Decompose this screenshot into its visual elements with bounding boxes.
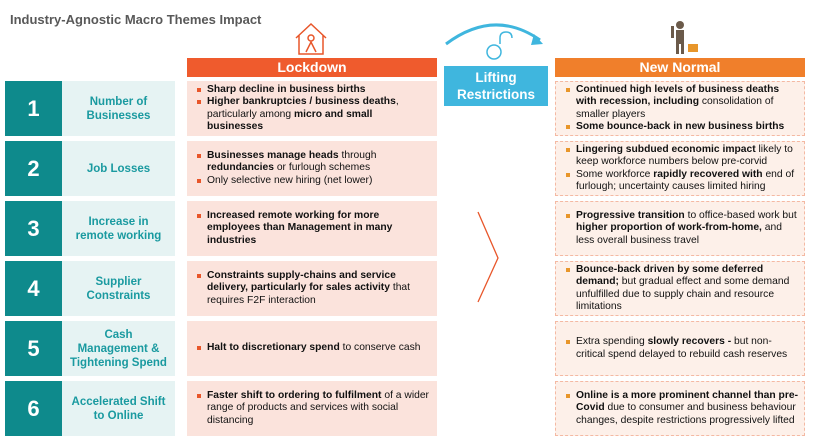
bullet: Progressive transition to office-based w… xyxy=(564,210,798,248)
text-segment: Bounce-back driven by some deferred dema… xyxy=(576,263,764,288)
lockdown-cell: Increased remote working for more employ… xyxy=(187,201,437,256)
text-segment: or furlough schemes xyxy=(273,162,371,174)
row-number: 2 xyxy=(5,141,62,196)
text-segment: Extra spending xyxy=(576,336,648,347)
bullet: Bounce-back driven by some deferred dema… xyxy=(564,264,798,314)
bullet: Online is a more prominent channel than … xyxy=(564,390,798,428)
transition-box: Lifting Restrictions xyxy=(444,66,548,106)
row-number: 5 xyxy=(5,321,62,376)
new-normal-header: New Normal xyxy=(555,58,805,77)
lockdown-header: Lockdown xyxy=(187,58,437,77)
text-segment: to office-based work but xyxy=(684,209,797,221)
arc-arrow xyxy=(445,23,541,46)
bullet: Extra spending slowly recovers - but non… xyxy=(564,336,798,361)
text-segment: , particularly among xyxy=(207,96,399,120)
text-segment: but gradual effect and some demand unful… xyxy=(576,276,790,312)
bullet: Lingering subdued economic impact likely… xyxy=(564,144,798,169)
text-segment: Increased remote working for more employ… xyxy=(207,209,393,246)
text-segment: Some bounce-back in new business births xyxy=(576,121,785,132)
row-number: 3 xyxy=(5,201,62,256)
text-segment: Higher bankruptcies / business deaths xyxy=(207,96,396,107)
row-number: 1 xyxy=(5,81,62,136)
text-segment: Lingering subdued economic impact xyxy=(576,143,756,155)
text-segment: slowly recovers - xyxy=(647,336,732,347)
text-segment: Sharp decline in business births xyxy=(207,83,366,95)
new-normal-cell: Online is a more prominent channel than … xyxy=(555,381,805,436)
text-segment: micro and small businesses xyxy=(207,108,373,133)
text-segment: Continued high levels of business deaths… xyxy=(576,83,780,108)
arrow-head xyxy=(531,34,543,45)
text-segment: due to consumer and business behaviour c… xyxy=(576,402,796,426)
text-segment: but non-critical spend delayed to rebuil… xyxy=(576,336,788,360)
new-normal-cell: Bounce-back driven by some deferred dema… xyxy=(555,261,805,316)
row-label: Cash Management & Tightening Spend xyxy=(62,321,175,376)
text-segment: consolidation of smaller players xyxy=(576,96,774,120)
text-segment: through xyxy=(338,149,377,161)
bullet: Sharp decline in business births xyxy=(195,84,431,97)
row-label: Accelerated Shift to Online xyxy=(62,381,175,436)
lockdown-cell: Faster shift to ordering to fulfilment o… xyxy=(187,381,437,436)
text-segment: end of furlough; uncertainty causes limi… xyxy=(576,168,795,193)
new-normal-cell: Continued high levels of business deaths… xyxy=(555,81,805,136)
text-segment: Online is a more prominent channel than … xyxy=(576,389,798,414)
new-normal-cell: Progressive transition to office-based w… xyxy=(555,201,805,256)
bullet: Higher bankruptcies / business deaths, p… xyxy=(195,96,431,134)
text-segment: of a wider range of products and service… xyxy=(207,389,429,426)
text-segment: likely to keep workforce numbers below p… xyxy=(576,143,793,168)
row-label: Supplier Constraints xyxy=(62,261,175,316)
bullet: Some bounce-back in new business births xyxy=(564,121,798,134)
lockdown-cell: Businesses manage heads through redundan… xyxy=(187,141,437,196)
bullet: Businesses manage heads through redundan… xyxy=(195,150,431,175)
text-segment: to conserve cash xyxy=(339,342,421,354)
chevron xyxy=(477,211,499,303)
text-segment: redundancies xyxy=(207,162,274,174)
row-label: Job Losses xyxy=(62,141,175,196)
bullet: Some workforce rapidly recovered with en… xyxy=(564,169,798,194)
row-label: Number of Businesses xyxy=(62,81,175,136)
bullet: Faster shift to ordering to fulfilment o… xyxy=(195,390,431,428)
text-segment: Some workforce xyxy=(576,168,654,180)
lockdown-cell: Sharp decline in business births Higher b… xyxy=(187,81,437,136)
title: Industry-Agnostic Macro Themes Impact xyxy=(10,12,262,27)
row-number: 6 xyxy=(5,381,62,436)
row-number: 4 xyxy=(5,261,62,316)
bullet: Halt to discretionary spend to conserve … xyxy=(195,342,431,355)
lockdown-cell: Constraints supply-chains and service de… xyxy=(187,261,437,316)
text-segment: Businesses manage heads xyxy=(207,149,339,161)
row-label: Increase in remote working xyxy=(62,201,175,256)
text-segment: Halt to discretionary spend xyxy=(207,342,340,354)
text-segment: Constraints supply-chains and service de… xyxy=(207,269,396,294)
bullet: Only selective new hiring (net lower) xyxy=(195,175,431,188)
bullet: Increased remote working for more employ… xyxy=(195,210,431,248)
text-segment: higher proportion of work-from-home, xyxy=(576,222,762,234)
bullet: Continued high levels of business deaths… xyxy=(564,84,798,122)
lockdown-cell: Halt to discretionary spend to conserve … xyxy=(187,321,437,376)
lock-icon xyxy=(486,31,513,60)
bullet: Constraints supply-chains and service de… xyxy=(195,270,431,308)
text-segment: Faster shift to ordering to fulfilment xyxy=(207,389,382,401)
new-normal-cell: Lingering subdued economic impact likely… xyxy=(555,141,805,196)
text-segment: Only selective new hiring (net lower) xyxy=(207,174,373,186)
text-segment: Progressive transition xyxy=(576,209,685,221)
text-segment: and less overall business travel xyxy=(576,222,782,246)
text-segment: rapidly recovered with xyxy=(653,168,763,180)
new-normal-cell: Extra spending slowly recovers - but non… xyxy=(555,321,805,376)
house-icon xyxy=(295,22,327,55)
worker-icon xyxy=(671,21,698,54)
text-segment: that requires F2F interaction xyxy=(207,282,411,306)
